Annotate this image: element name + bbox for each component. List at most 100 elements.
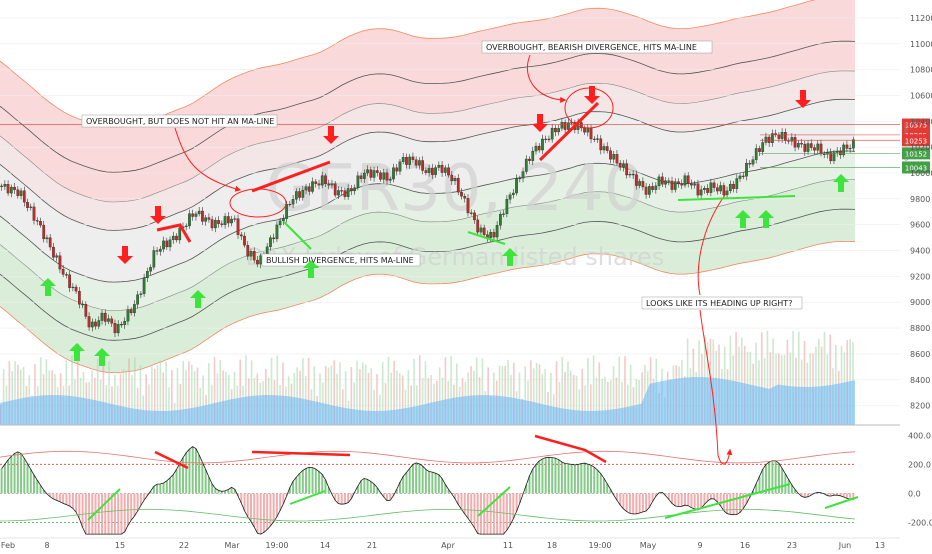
candle-body xyxy=(797,143,799,147)
candle-body xyxy=(363,173,365,179)
candle-body xyxy=(201,211,203,221)
osc-bar xyxy=(571,464,573,493)
candle-body xyxy=(622,164,624,167)
candle-body xyxy=(687,176,689,184)
candle-body xyxy=(43,225,45,239)
candle-body xyxy=(191,214,193,217)
candle-body xyxy=(17,190,19,196)
osc-bar xyxy=(486,493,488,534)
candle-body xyxy=(386,173,388,181)
candle-body xyxy=(761,142,763,151)
candle-body xyxy=(532,151,534,161)
candle-body xyxy=(690,184,692,185)
candle-body xyxy=(7,184,9,193)
candle-body xyxy=(632,174,634,175)
candle-body xyxy=(583,128,585,132)
candle-body xyxy=(234,219,236,220)
candle-body xyxy=(545,139,547,140)
candle-body xyxy=(464,196,466,198)
candle-body xyxy=(340,190,342,191)
osc-bar xyxy=(182,458,184,494)
candle-body xyxy=(302,190,304,197)
osc-bar xyxy=(726,493,728,513)
candle-body xyxy=(405,157,407,164)
candle-body xyxy=(706,188,708,193)
candle-body xyxy=(107,319,109,322)
candle-body xyxy=(483,228,485,235)
candle-body xyxy=(794,137,796,147)
time-tick-label: 16 xyxy=(740,541,750,550)
candle-body xyxy=(787,141,789,142)
osc-bar xyxy=(477,493,479,533)
candle-body xyxy=(315,182,317,184)
candle-body xyxy=(447,168,449,175)
candle-body xyxy=(836,151,838,152)
candle-body xyxy=(324,176,326,184)
osc-bar xyxy=(279,493,281,510)
candle-body xyxy=(39,221,41,225)
candle-body xyxy=(214,220,216,228)
osc-bar xyxy=(538,461,540,493)
candle-body xyxy=(590,128,592,139)
osc-bar xyxy=(33,475,35,493)
osc-bar xyxy=(308,467,310,493)
candle-body xyxy=(554,128,556,132)
osc-bar xyxy=(428,471,430,493)
osc-bar xyxy=(548,457,550,493)
candle-body xyxy=(412,157,414,160)
osc-bar xyxy=(273,493,275,521)
osc-bar xyxy=(321,474,323,493)
candle-body xyxy=(353,188,355,191)
candle-body xyxy=(603,146,605,150)
candle-body xyxy=(548,139,550,140)
candle-body xyxy=(224,216,226,224)
osc-bar xyxy=(156,484,158,493)
osc-bar xyxy=(418,464,420,494)
candle-body xyxy=(55,256,57,258)
osc-bar xyxy=(600,474,602,494)
time-tick-label: 13 xyxy=(875,541,885,550)
candle-body xyxy=(298,191,300,197)
time-tick-label: 11 xyxy=(503,541,513,550)
candle-body xyxy=(668,181,670,182)
candle-body xyxy=(169,240,171,247)
osc-bar xyxy=(1,469,3,494)
candle-body xyxy=(59,256,61,269)
osc-bar xyxy=(684,493,686,505)
candle-body xyxy=(247,245,249,256)
osc-tick-label: 400.0 xyxy=(908,431,931,440)
candle-body xyxy=(671,181,673,190)
candle-body xyxy=(221,224,223,225)
time-tick-label: Feb xyxy=(1,541,15,550)
candle-body xyxy=(308,187,310,192)
osc-bar xyxy=(736,493,738,514)
osc-bar xyxy=(681,493,683,506)
candle-body xyxy=(114,323,116,333)
osc-bar xyxy=(558,460,560,494)
candle-body xyxy=(408,157,410,165)
candle-body xyxy=(292,199,294,204)
osc-bar xyxy=(483,493,485,534)
candle-body xyxy=(211,219,213,227)
osc-bar xyxy=(464,493,466,513)
osc-bar xyxy=(467,493,469,518)
candle-body xyxy=(62,269,64,274)
candle-body xyxy=(768,137,770,143)
candle-body xyxy=(396,168,398,171)
osc-bar xyxy=(635,493,637,513)
time-tick-label: Apr xyxy=(441,541,456,550)
osc-bar xyxy=(120,493,122,534)
osc-bar xyxy=(645,493,647,511)
candle-body xyxy=(810,144,812,148)
candle-body xyxy=(804,144,806,152)
candle-body xyxy=(625,164,627,175)
candle-body xyxy=(658,177,660,186)
osc-bar xyxy=(409,468,411,493)
candle-body xyxy=(499,214,501,225)
candle-body xyxy=(208,218,210,220)
candle-body xyxy=(321,176,323,185)
osc-bar xyxy=(707,493,709,501)
osc-bar xyxy=(179,463,181,493)
